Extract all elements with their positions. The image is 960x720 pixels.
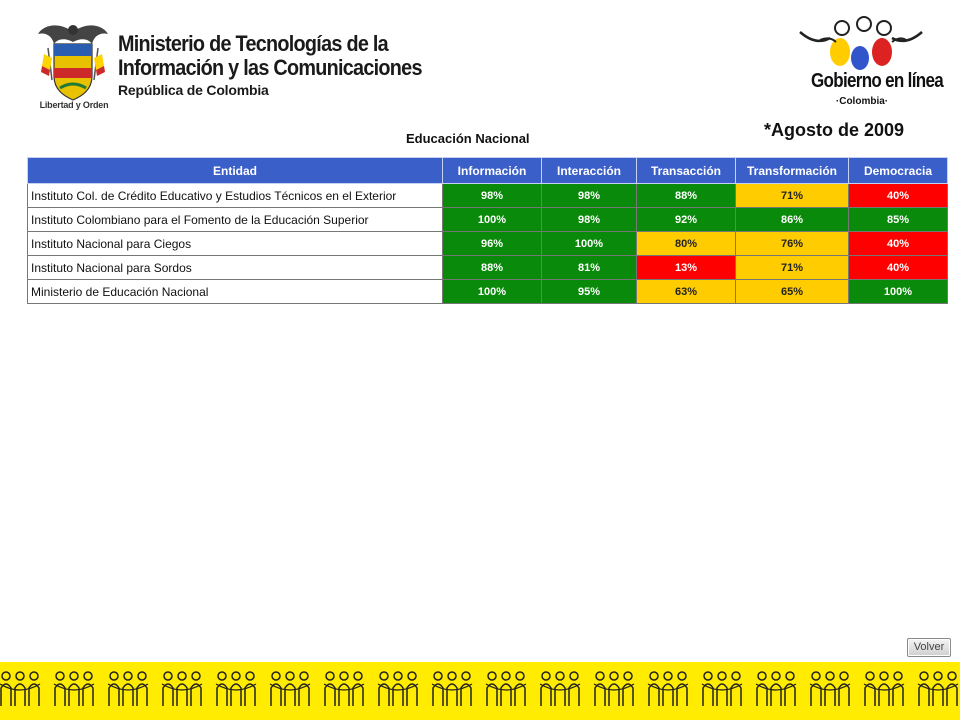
- score-cell: 63%: [636, 279, 736, 304]
- score-cell: 40%: [848, 183, 948, 208]
- table-row: Instituto Col. de Crédito Educativo y Es…: [27, 183, 948, 208]
- score-cell: 92%: [636, 207, 736, 232]
- report-date: *Agosto de 2009: [764, 120, 905, 140]
- entity-name-cell: Instituto Col. de Crédito Educativo y Es…: [27, 183, 443, 208]
- people-pattern-icon: [0, 671, 959, 706]
- entity-name-cell: Ministerio de Educación Nacional: [27, 279, 443, 304]
- score-cell: 98%: [541, 183, 637, 208]
- score-cell: 76%: [735, 231, 849, 256]
- table-row: Ministerio de Educación Nacional 100% 95% 6…: [27, 279, 948, 304]
- score-cell: 40%: [848, 231, 948, 256]
- column-header-transaccion: Transacción: [636, 157, 736, 184]
- score-cell: 100%: [848, 279, 948, 304]
- score-cell: 71%: [735, 183, 849, 208]
- seal-motto: Libertad y Orden: [39, 100, 109, 110]
- entity-name-cell: Instituto Colombiano para el Fomento de …: [27, 207, 443, 232]
- gobierno-en-linea-figures-icon: [799, 16, 923, 70]
- table-row: Instituto Colombiano para el Fomento de …: [27, 207, 948, 232]
- entity-name-cell: Instituto Nacional para Sordos: [27, 255, 443, 280]
- column-header-democracia: Democracia: [848, 157, 948, 184]
- page-header: Libertad y Orden Ministerio de Tecnologí…: [0, 0, 960, 150]
- table-row: Instituto Nacional para Ciegos 96% 100% 80%…: [27, 231, 948, 256]
- column-header-informacion: Información: [442, 157, 542, 184]
- ministry-subtitle: República de Colombia: [118, 82, 269, 98]
- table-row: Instituto Nacional para Sordos 88% 81% 13% 7…: [27, 255, 948, 280]
- score-cell: 13%: [636, 255, 736, 280]
- score-cell: 86%: [735, 207, 849, 232]
- score-cell: 88%: [442, 255, 542, 280]
- ministry-line-1: Ministerio de Tecnologías de la: [118, 31, 389, 56]
- column-header-interaccion: Interacción: [541, 157, 637, 184]
- score-cell: 100%: [442, 279, 542, 304]
- table-header-row: Entidad Información Interacción Transacc…: [27, 157, 948, 184]
- score-cell: 71%: [735, 255, 849, 280]
- table-title: Educación Nacional: [406, 131, 530, 146]
- score-cell: 81%: [541, 255, 637, 280]
- column-header-transformacion: Transformación: [735, 157, 849, 184]
- score-cell: 98%: [442, 183, 542, 208]
- score-cell: 85%: [848, 207, 948, 232]
- score-cell: 80%: [636, 231, 736, 256]
- compliance-table: Entidad Información Interacción Transacc…: [27, 157, 948, 304]
- score-cell: 96%: [442, 231, 542, 256]
- score-cell: 88%: [636, 183, 736, 208]
- gobierno-en-linea-title: Gobierno en línea: [811, 70, 944, 92]
- column-header-entidad: Entidad: [27, 157, 443, 184]
- ministry-logo: Libertad y Orden Ministerio de Tecnologí…: [36, 18, 422, 118]
- score-cell: 95%: [541, 279, 637, 304]
- score-cell: 100%: [541, 231, 637, 256]
- gobierno-en-linea-subtitle: ·Colombia·: [835, 96, 889, 107]
- footer-band: [0, 662, 960, 720]
- score-cell: 98%: [541, 207, 637, 232]
- colombia-coat-of-arms-icon: [38, 25, 108, 101]
- ministry-name: Ministerio de Tecnologías de la Informac…: [118, 31, 456, 99]
- ministry-line-2: Información y las Comunicaciones: [118, 55, 422, 80]
- score-cell: 100%: [442, 207, 542, 232]
- score-cell: 65%: [735, 279, 849, 304]
- entity-name-cell: Instituto Nacional para Ciegos: [27, 231, 443, 256]
- volver-button[interactable]: Volver: [907, 638, 951, 657]
- score-cell: 40%: [848, 255, 948, 280]
